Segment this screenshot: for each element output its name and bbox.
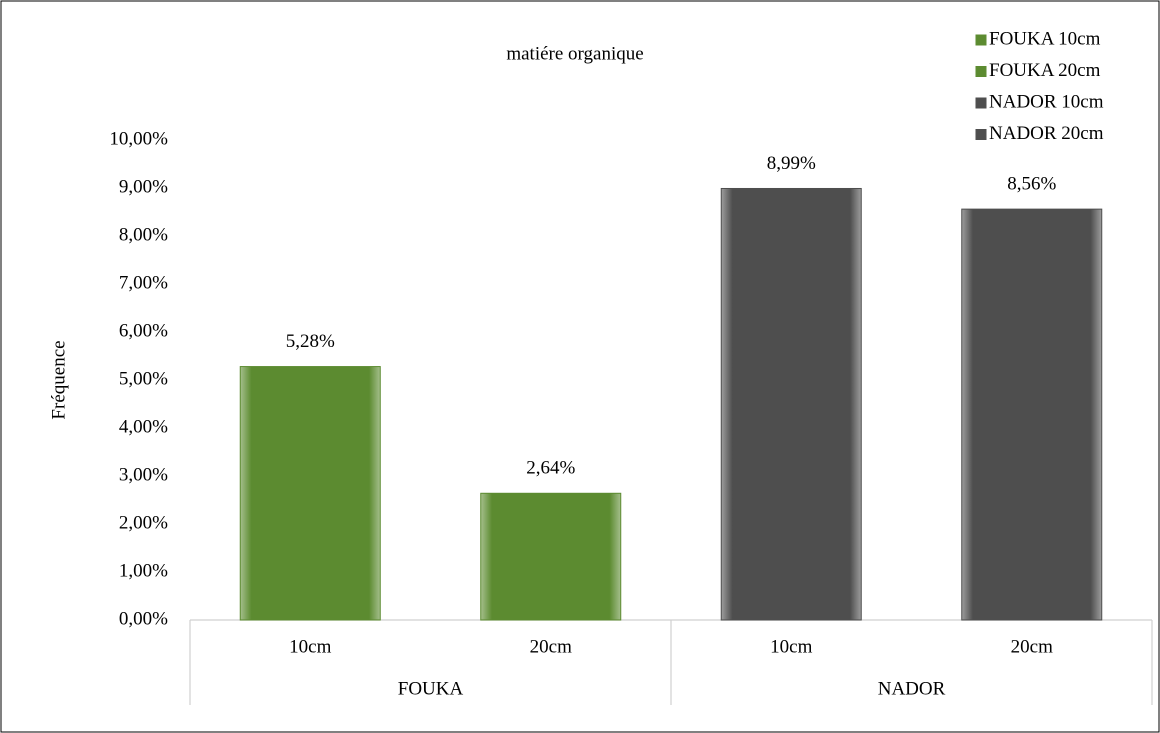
x-tick-label: 20cm [530,636,572,657]
legend-label: FOUKA 20cm [989,60,1101,81]
y-tick-label: 9,00% [119,176,168,197]
y-tick-label: 7,00% [119,272,168,293]
bar [480,492,622,621]
group-label: NADOR [878,678,946,699]
y-tick-label: 1,00% [119,560,168,581]
y-tick-label: 8,00% [119,224,168,245]
legend-label: FOUKA 10cm [989,28,1101,49]
data-label: 8,99% [767,153,816,174]
legend-swatch [975,66,987,77]
legend-swatch [975,34,987,46]
y-tick-label: 4,00% [119,416,168,437]
chart-title: matiére organique [506,43,643,64]
legend-swatch [975,129,987,140]
y-tick-label: 5,00% [119,368,168,389]
bar [961,208,1103,621]
bar [239,366,381,621]
y-tick-label: 0,00% [119,608,168,629]
data-label: 5,28% [286,331,335,352]
x-tick-label: 10cm [289,636,331,657]
y-tick-label: 3,00% [119,464,168,485]
data-label: 2,64% [526,458,575,479]
legend-label: NADOR 20cm [989,123,1104,144]
data-label: 8,56% [1007,173,1056,194]
y-tick-label: 2,00% [119,512,168,533]
legend-label: NADOR 10cm [989,91,1104,112]
bar [720,187,862,621]
x-tick-label: 20cm [1011,636,1053,657]
x-tick-label: 10cm [770,636,812,657]
group-label: FOUKA [398,678,464,699]
y-tick-label: 6,00% [119,320,168,341]
y-tick-label: 10,00% [109,128,168,149]
y-axis-title: Fréquence [48,340,69,419]
legend-swatch [975,97,987,109]
